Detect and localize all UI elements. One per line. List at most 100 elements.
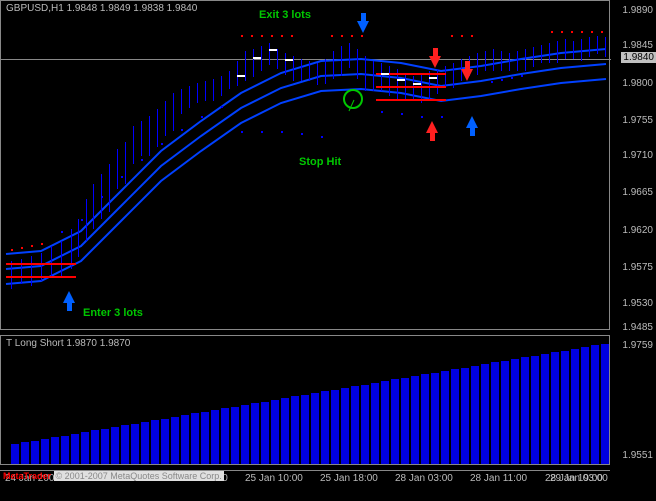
price-bar xyxy=(205,81,206,101)
price-bar xyxy=(61,241,62,276)
histogram-bar xyxy=(61,436,69,465)
histogram-bar xyxy=(571,349,579,464)
price-bar xyxy=(165,101,166,136)
sar-dot-blue xyxy=(121,176,123,178)
price-bar xyxy=(357,49,358,79)
price-bar xyxy=(285,53,286,75)
price-bar xyxy=(429,71,430,99)
white-tick xyxy=(269,49,277,51)
histogram-bar xyxy=(81,432,89,464)
white-tick xyxy=(237,75,245,77)
y-tick-label: 1.9530 xyxy=(622,298,653,309)
main-price-chart[interactable]: GBPUSD,H1 1.9848 1.9849 1.9838 1.9840 Ex… xyxy=(0,0,610,330)
sar-dot-blue xyxy=(101,196,103,198)
histogram-bar xyxy=(591,345,599,464)
price-bar xyxy=(581,39,582,61)
indicator-title: T Long Short 1.9870 1.9870 xyxy=(6,338,130,349)
x-tick-label: 28 Jan 11:00 xyxy=(470,473,527,484)
histogram-bar xyxy=(241,405,249,464)
white-tick xyxy=(429,77,437,79)
sar-dot-blue xyxy=(181,129,183,131)
y-axis-main: 1.9840 1.98901.98451.98001.97551.97101.9… xyxy=(610,0,656,330)
price-bar xyxy=(533,47,534,67)
sar-dot-red xyxy=(451,35,453,37)
price-bar xyxy=(31,256,32,286)
sar-dot-red xyxy=(21,247,23,249)
sar-dot-red xyxy=(601,31,603,33)
histogram-bar xyxy=(451,369,459,464)
price-bar xyxy=(325,59,326,84)
sar-dot-blue xyxy=(221,106,223,108)
price-bar xyxy=(445,66,446,88)
histogram-bar xyxy=(221,408,229,464)
brand-label: MetaTrader xyxy=(3,471,51,481)
y-tick-label: 1.9890 xyxy=(622,5,653,16)
price-bar xyxy=(413,76,414,101)
y-tick-label: 1.9755 xyxy=(622,115,653,126)
y-tick-label: 1.9575 xyxy=(622,262,653,273)
histogram-bar xyxy=(561,351,569,465)
price-bar xyxy=(525,49,526,71)
price-bar xyxy=(373,61,374,91)
signal-arrow-down-red xyxy=(429,56,441,68)
price-bar xyxy=(565,39,566,59)
sar-dot-blue xyxy=(441,116,443,118)
histogram-bar xyxy=(101,429,109,464)
x-tick-label: 25 Jan 10:00 xyxy=(245,473,303,484)
price-bar xyxy=(333,51,334,79)
price-bar xyxy=(509,53,510,71)
histogram-bar xyxy=(541,354,549,464)
chart-container: GBPUSD,H1 1.9848 1.9849 1.9838 1.9840 Ex… xyxy=(0,0,656,501)
sar-dot-red xyxy=(261,35,263,37)
price-bar xyxy=(157,109,158,147)
y-tick-label: 1.9485 xyxy=(622,322,653,333)
red-level-line xyxy=(376,86,446,88)
price-bar xyxy=(485,51,486,71)
signal-arrow-up-blue xyxy=(63,291,75,303)
price-bar xyxy=(197,83,198,103)
histogram-bar xyxy=(511,359,519,464)
annotation-stop-hit: Stop Hit xyxy=(299,156,341,168)
sar-dot-red xyxy=(291,35,293,37)
price-bar xyxy=(221,76,222,96)
price-bar xyxy=(301,59,302,81)
histogram-bar xyxy=(581,347,589,464)
histogram-bar xyxy=(91,430,99,464)
x-tick-label: 29 Jan 03:00 xyxy=(550,473,608,484)
indicator-y-label: 1.9759 xyxy=(622,340,653,351)
histogram-bar xyxy=(291,396,299,464)
histogram-bar xyxy=(51,437,59,464)
histogram-bar xyxy=(401,378,409,464)
price-bar xyxy=(293,56,294,81)
histogram-bar xyxy=(341,388,349,464)
y-tick-label: 1.9665 xyxy=(622,187,653,198)
price-bar xyxy=(229,71,230,89)
sar-dot-red xyxy=(471,35,473,37)
histogram-bar xyxy=(361,385,369,465)
histogram-bar xyxy=(31,441,39,464)
histogram-bar xyxy=(461,368,469,465)
price-bar xyxy=(245,51,246,81)
price-line xyxy=(1,59,611,60)
y-tick-label: 1.9710 xyxy=(622,150,653,161)
signal-arrow-up-blue xyxy=(466,116,478,128)
price-bar xyxy=(213,79,214,101)
price-bar xyxy=(493,49,494,71)
histogram-bar xyxy=(481,364,489,464)
indicator-panel[interactable]: T Long Short 1.9870 1.9870 xyxy=(0,335,610,465)
sar-dot-blue xyxy=(301,133,303,135)
price-bar xyxy=(133,126,134,164)
price-bar xyxy=(269,43,270,65)
sar-dot-blue xyxy=(421,116,423,118)
y-tick-label: 1.9845 xyxy=(622,40,653,51)
sar-dot-blue xyxy=(401,113,403,115)
white-tick xyxy=(397,79,405,81)
red-level-line xyxy=(6,276,76,278)
histogram-bar xyxy=(11,444,19,464)
sar-dot-blue xyxy=(81,219,83,221)
price-bar xyxy=(557,41,558,63)
price-bar xyxy=(109,164,110,212)
price-bar xyxy=(341,46,342,76)
histogram-bar xyxy=(531,356,539,464)
histogram-bar xyxy=(351,386,359,464)
